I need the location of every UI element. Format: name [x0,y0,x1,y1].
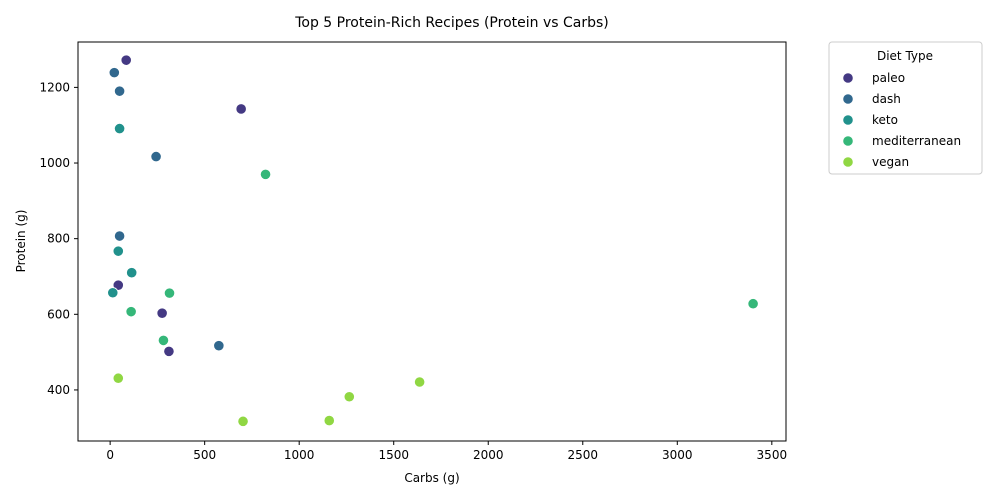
legend-marker-mediterranean [842,135,854,147]
legend-items: paleo dash keto mediterranean vegan [842,71,961,169]
y-tick-label: 800 [47,232,70,246]
data-point-vegan [323,414,335,427]
y-axis-ticks: 400 600 800 1000 1200 [39,80,78,397]
legend: Diet Type paleo dash keto mediterranean vega… [828,41,983,175]
data-point-paleo [163,345,175,357]
data-point-dash [113,85,126,97]
plot-area: 0 500 1000 1500 2000 2500 3000 3500 400 600 800 10… [39,41,787,462]
data-point-vegan [343,391,355,403]
data-point-dash [150,150,162,163]
data-point-mediterranean [747,298,759,310]
data-point-paleo [156,307,168,319]
x-tick-label: 0 [106,448,114,462]
data-point-dash [113,230,126,242]
y-tick-label: 1000 [39,156,70,170]
data-point-vegan [414,376,426,388]
legend-marker-vegan [842,156,854,168]
legend-marker-paleo [842,72,854,84]
data-point-vegan [237,415,249,427]
data-point-dash [108,67,120,79]
x-axis-label: Carbs (g) [404,471,459,485]
x-tick-label: 3500 [757,448,788,462]
data-point-paleo [235,103,247,115]
legend-frame [828,41,983,175]
legend-marker-keto [842,114,854,126]
data-point-mediterranean [125,306,137,318]
legend-label-mediterranean: mediterranean [872,134,961,148]
x-axis-ticks: 0 500 1000 1500 2000 2500 3000 3500 [106,441,787,462]
chart-title: Top 5 Protein-Rich Recipes (Protein vs C… [294,15,609,31]
legend-label-vegan: vegan [872,155,909,169]
y-tick-label: 600 [47,307,70,321]
y-axis-label: Protein (g) [14,210,28,273]
data-points [107,54,759,427]
data-point-paleo [112,279,124,291]
data-point-keto [107,287,119,299]
x-tick-label: 3000 [662,448,693,462]
y-tick-label: 1200 [39,80,70,94]
data-point-dash [213,340,225,352]
data-point-keto [113,123,126,135]
data-point-vegan [112,372,124,384]
data-point-mediterranean [157,334,170,346]
legend-label-keto: keto [872,113,898,127]
x-tick-label: 1000 [284,448,315,462]
x-tick-label: 2500 [567,448,598,462]
x-tick-label: 500 [193,448,216,462]
data-point-keto [112,245,124,257]
data-point-mediterranean [163,287,176,299]
legend-label-dash: dash [872,92,901,106]
plot-frame [77,41,787,442]
data-point-mediterranean [259,168,272,180]
x-tick-label: 1500 [378,448,409,462]
x-tick-label: 2000 [473,448,504,462]
legend-marker-dash [842,93,854,105]
data-point-keto [126,267,138,279]
legend-title: Diet Type [877,49,933,63]
y-tick-label: 400 [47,383,70,397]
data-point-paleo [120,54,132,66]
legend-label-paleo: paleo [872,71,905,85]
